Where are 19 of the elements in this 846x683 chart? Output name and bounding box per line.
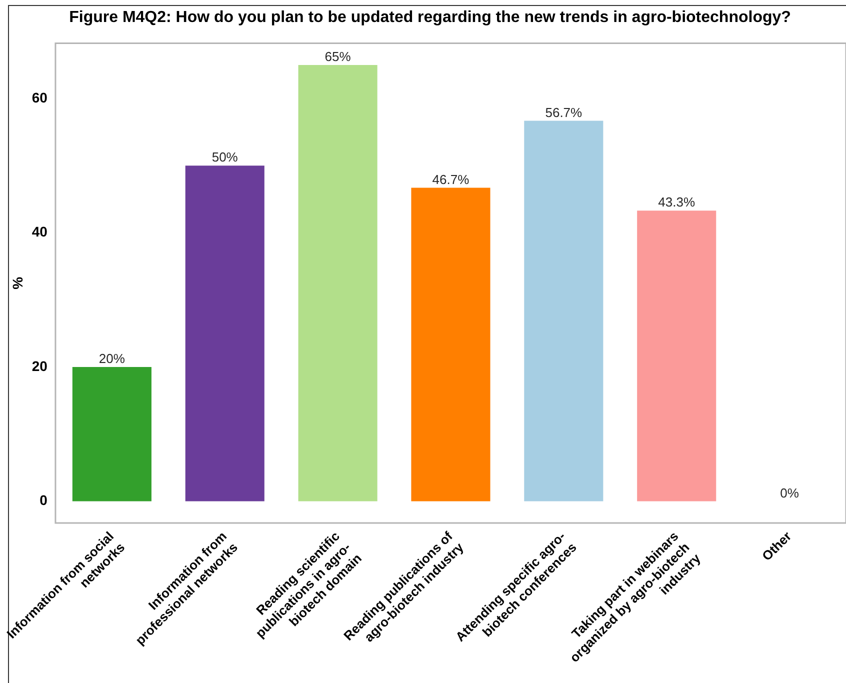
data-label: 56.7% <box>545 104 583 120</box>
y-tick-label: 0 <box>40 492 48 508</box>
data-label: 50% <box>212 150 238 165</box>
data-label: 43.3% <box>658 194 696 210</box>
y-tick-label: 40 <box>32 224 48 240</box>
bar <box>298 65 378 502</box>
y-tick-label: 20 <box>32 358 48 374</box>
y-tick-label: 60 <box>32 89 48 106</box>
bar <box>524 120 604 502</box>
bar <box>185 166 264 502</box>
data-label: 0% <box>780 485 800 500</box>
bar <box>637 210 716 502</box>
chart-title: Figure M4Q2: How do you plan to be updated regarding the new trends in agro-biotechnology? <box>69 9 791 26</box>
bar <box>411 188 490 502</box>
data-label: 20% <box>98 351 126 366</box>
y-axis-title: % <box>10 276 26 290</box>
data-label: 65% <box>324 49 352 64</box>
bar <box>72 366 152 502</box>
data-label: 46.7% <box>432 172 470 187</box>
